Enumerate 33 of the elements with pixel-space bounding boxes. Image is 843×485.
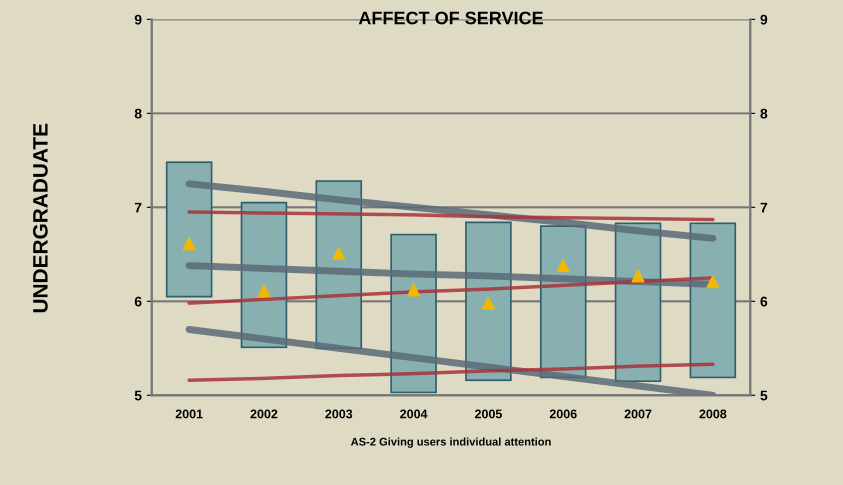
y2-tick-label: 8 [760,108,768,119]
x-tick-label: 2001 [176,409,203,418]
x-tick-label: 2003 [325,409,352,418]
x-tick-label: 2008 [699,409,726,418]
bar [690,222,736,378]
point [556,259,570,272]
y2-tick-label: 6 [760,296,768,306]
point [706,275,720,288]
line-series [187,362,715,382]
x-axis-title: AS-2 Giving users individual attention [350,437,551,448]
y-tick-label: 6 [134,296,142,306]
y2-tick-label: 9 [760,14,768,25]
x-tick-label: 2002 [250,409,278,418]
x-tick-label: 2007 [624,409,652,418]
y-tick-label: 9 [134,14,142,25]
y-tick-label: 8 [134,108,142,119]
y-tick-label: 7 [134,202,142,212]
point [407,284,420,297]
x-tick-label: 2004 [400,409,428,418]
line-series [187,210,715,222]
bar [166,161,212,298]
y2-tick-label: 5 [760,390,768,400]
y-axis-title: UNDERGRADUATE [32,124,48,312]
point [482,296,495,310]
y2-tick-label: 7 [760,202,768,212]
point [632,269,645,282]
y-tick-label: 5 [134,390,142,400]
x-tick-label: 2005 [474,409,502,418]
point [182,237,196,250]
x-tick-label: 2006 [550,409,577,418]
chart-title: AFFECT OF SERVICE [358,12,543,24]
point [257,284,270,298]
point [332,246,346,260]
